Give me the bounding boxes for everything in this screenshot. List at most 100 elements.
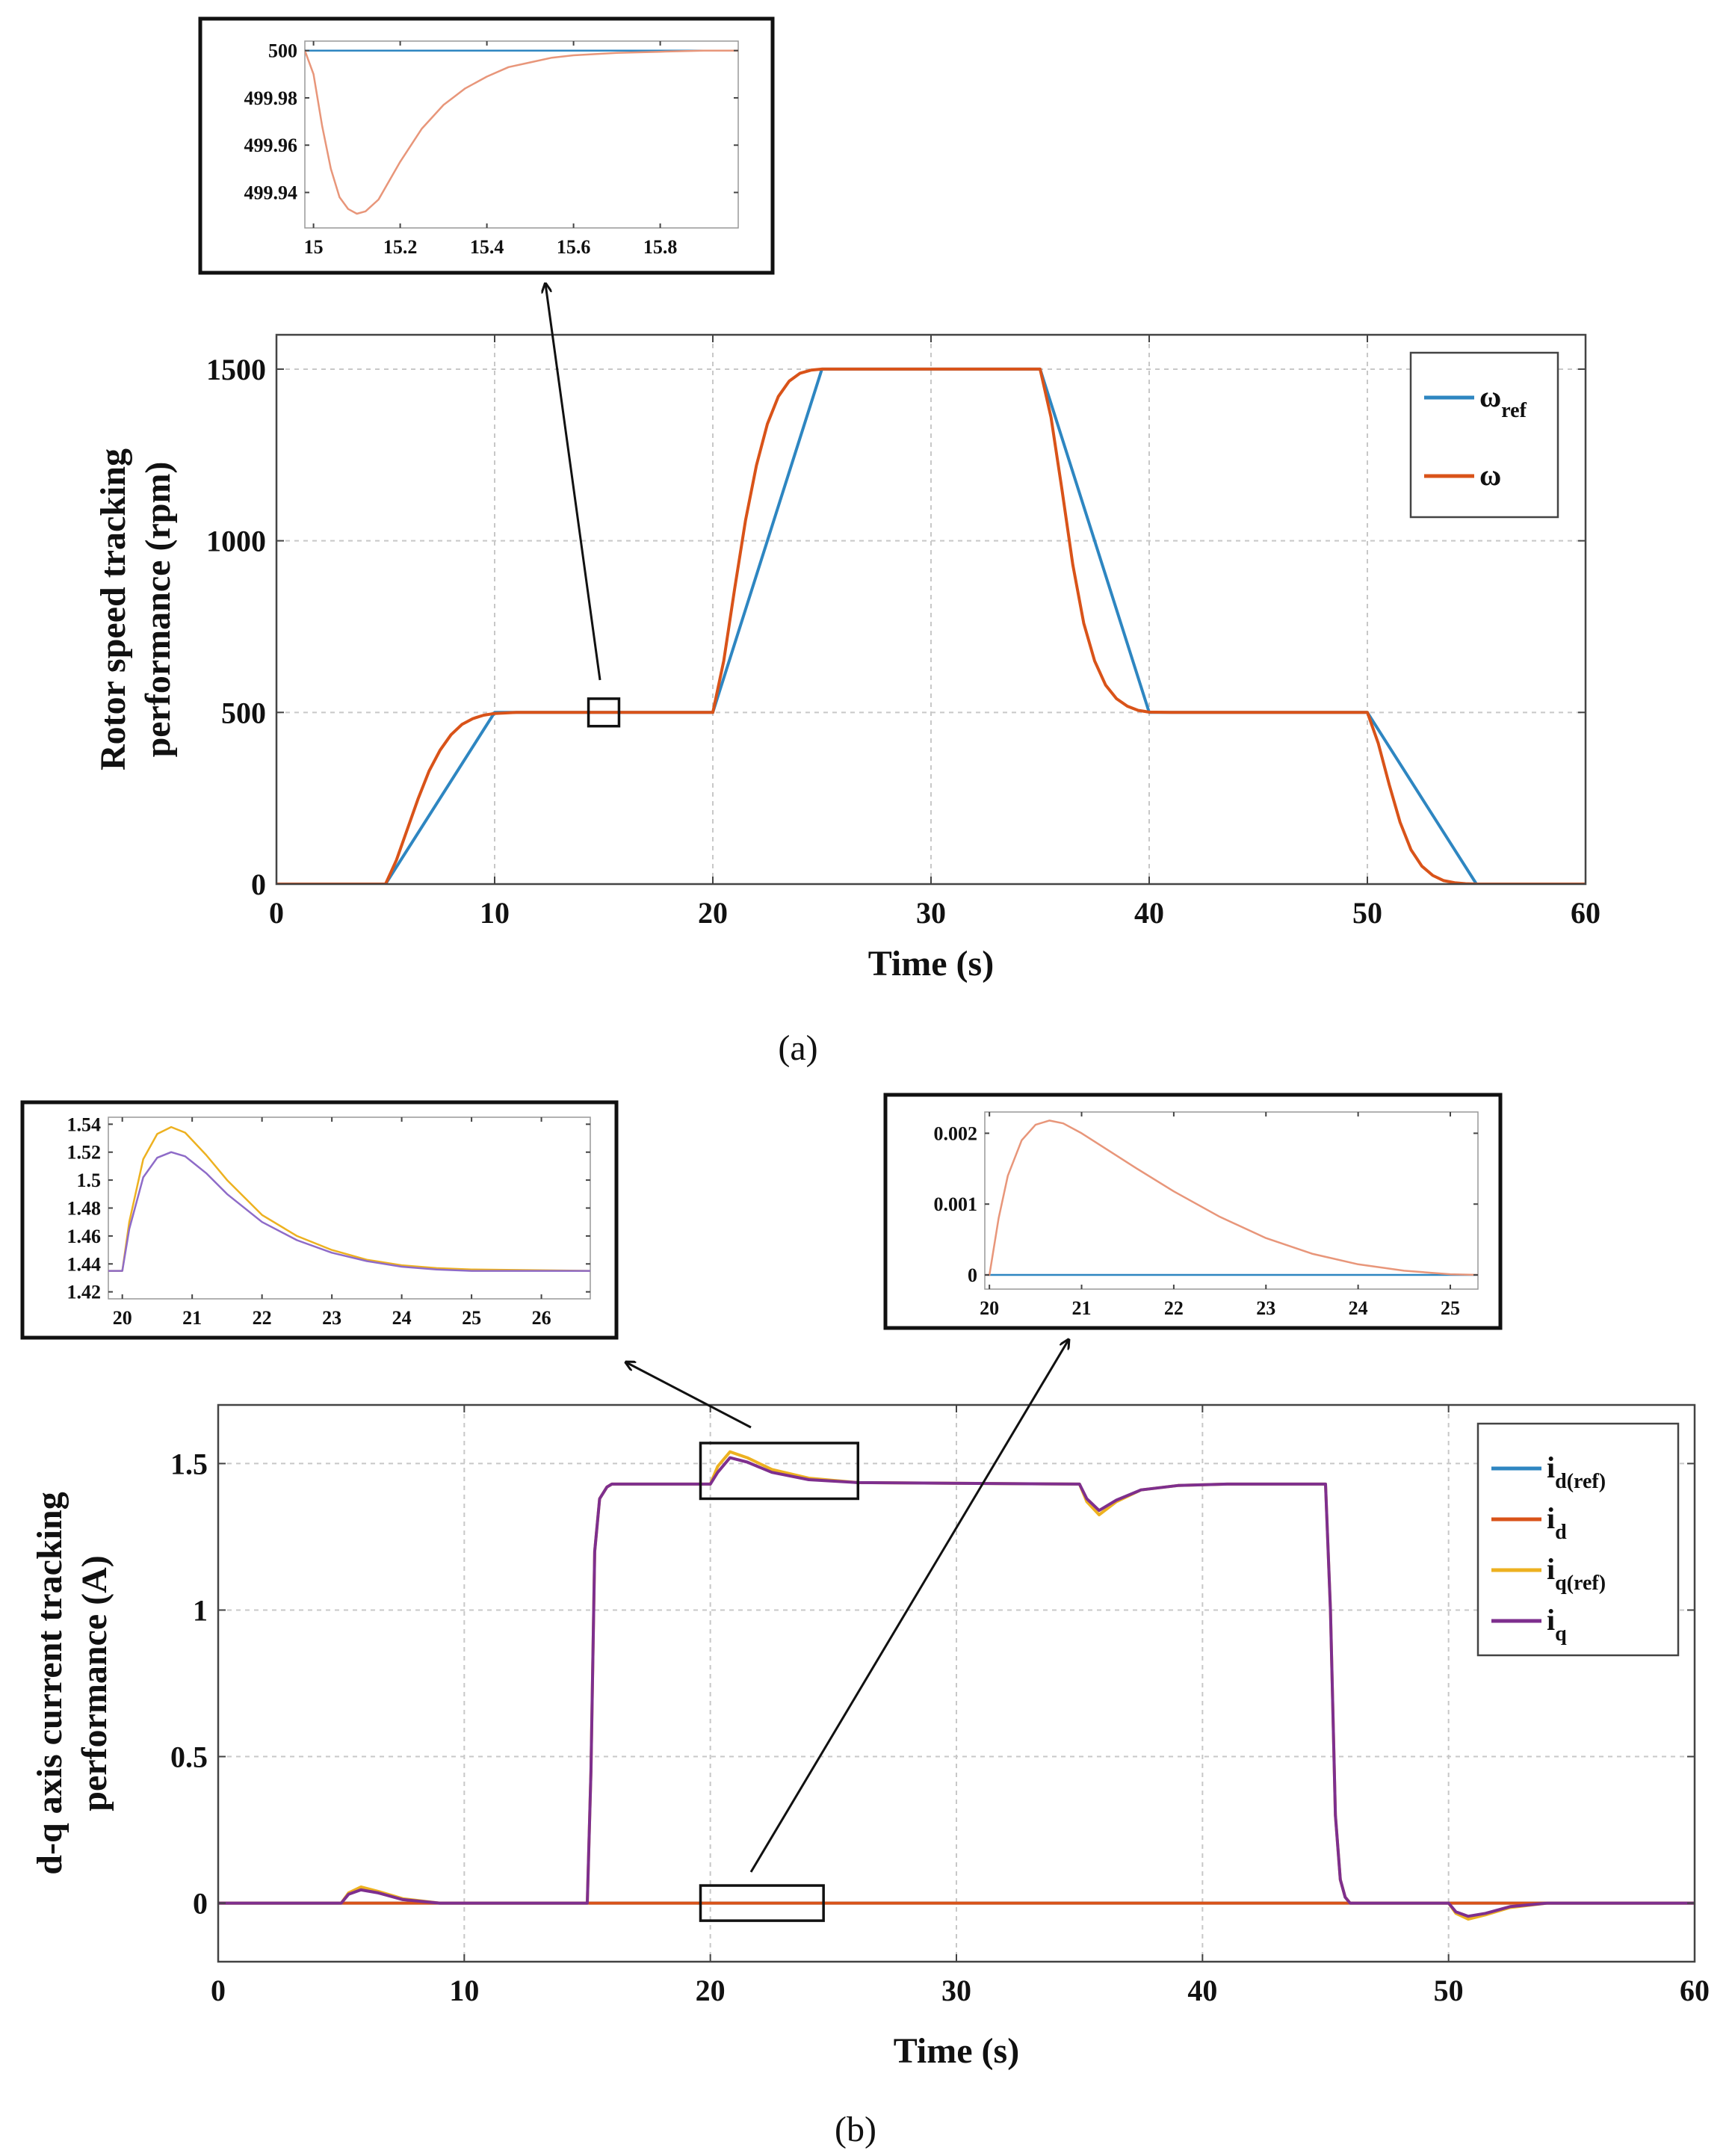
legend-entry-0: ωref	[1479, 380, 1527, 422]
y-tick-label: 1.46	[67, 1226, 102, 1247]
y-axis-label: d-q axis current tracking performance (A)	[30, 1492, 114, 1874]
x-tick-label: 40	[1134, 896, 1164, 930]
x-axis-label: Time (s)	[894, 2031, 1019, 2071]
x-tick-label: 23	[322, 1307, 341, 1329]
series-line-1	[276, 367, 1586, 884]
y-tick-label: 0.5	[170, 1740, 208, 1774]
legend-entry-3: iq	[1547, 1603, 1567, 1646]
y-tick-label: 1500	[206, 353, 266, 386]
zoom-region-box	[587, 697, 621, 728]
zoom-arrow	[545, 284, 601, 681]
inset-plot-area	[984, 1111, 1479, 1290]
series-line-1	[108, 1151, 590, 1272]
main-axes: 0 10 20 30 40 50 60 0 500 1000 1500	[206, 333, 1600, 930]
x-tick-label: 60	[1571, 896, 1600, 930]
legend-symbol: i	[1547, 1552, 1555, 1586]
legend-box	[1409, 351, 1559, 519]
y-tick-label: 0.002	[934, 1122, 978, 1144]
x-tick-label: 30	[941, 1974, 971, 2007]
zoom-inset: 15 15.2 15.4 15.6 15.8 499.94 499.96 499.98 500	[198, 16, 775, 275]
x-tick-label: 10	[480, 896, 510, 930]
x-tick-label: 0	[269, 896, 284, 930]
y-tick-label: 1.42	[67, 1282, 102, 1303]
x-tick-label: 30	[916, 896, 946, 930]
x-tick-label: 25	[1441, 1297, 1460, 1319]
legend-symbol: ω	[1479, 380, 1501, 413]
y-tick-label: 1000	[206, 525, 266, 558]
x-tick-label: 15.2	[383, 236, 418, 258]
x-tick-label: 20	[113, 1307, 132, 1329]
x-tick-label: 20	[696, 1974, 726, 2007]
y-tick-label: 1.52	[67, 1142, 102, 1164]
x-tick-label: 22	[253, 1307, 272, 1329]
legend-entry-0: id(ref)	[1547, 1451, 1606, 1493]
series-line-0	[108, 1125, 590, 1272]
x-tick-label: 24	[392, 1307, 412, 1329]
legend-subscript: q	[1555, 1622, 1567, 1646]
series-line-1	[985, 1119, 1478, 1276]
y-tick-label: 0.001	[934, 1193, 978, 1215]
panel-b-dq-current-chart: 0 10 20 30 40 50 60 0 0.5 1 1.5 Time (s) d-q axis cu…	[20, 1093, 1710, 2149]
series-line-1	[305, 49, 738, 215]
y-tick-label: 0	[193, 1887, 208, 1921]
figure-caption: (a)	[778, 1028, 817, 1068]
inset-plot-area	[304, 40, 739, 229]
legend-box	[1476, 1422, 1680, 1657]
x-tick-label: 21	[1072, 1297, 1092, 1319]
legend-entry-1: id	[1547, 1501, 1567, 1544]
y-axis-label-line: performance (A)	[75, 1555, 114, 1811]
legend-subscript: ref	[1501, 399, 1527, 422]
x-tick-label: 23	[1256, 1297, 1275, 1319]
legend-symbol: i	[1547, 1603, 1555, 1637]
legend-subscript: q(ref)	[1555, 1572, 1606, 1595]
series-line-3	[218, 1456, 1695, 1918]
y-tick-label: 1.5	[170, 1447, 208, 1480]
x-tick-label: 0	[211, 1974, 226, 2007]
zoom-region-box	[699, 1884, 825, 1922]
x-tick-label: 50	[1352, 896, 1382, 930]
panel-a-rotor-speed-chart: 0 10 20 30 40 50 60 0 500 1000 1500 Time (s) Rotor s…	[93, 16, 1600, 1068]
y-tick-label: 1.44	[67, 1253, 102, 1275]
legend-subscript: d(ref)	[1555, 1470, 1606, 1493]
legend-subscript: d	[1555, 1521, 1567, 1544]
x-tick-label: 21	[182, 1307, 202, 1329]
y-tick-label: 1.48	[67, 1198, 102, 1220]
y-tick-label: 500	[268, 40, 297, 62]
x-tick-label: 22	[1164, 1297, 1184, 1319]
y-tick-label: 1	[193, 1593, 208, 1627]
x-tick-label: 15	[304, 236, 324, 258]
y-axis-label-line: performance (rpm)	[138, 462, 178, 758]
legend-symbol: ω	[1479, 458, 1501, 492]
y-tick-label: 500	[221, 696, 266, 729]
legend-symbol: i	[1547, 1501, 1555, 1535]
x-tick-label: 40	[1187, 1974, 1217, 2007]
x-tick-label: 60	[1680, 1974, 1710, 2007]
x-tick-label: 20	[698, 896, 728, 930]
y-tick-label: 499.94	[244, 182, 298, 204]
y-tick-label: 1.5	[77, 1170, 102, 1191]
zoom-arrow	[626, 1362, 752, 1429]
y-tick-label: 499.98	[244, 87, 298, 109]
y-axis-label-line: d-q axis current tracking	[30, 1492, 69, 1874]
zoom-region-box	[699, 1442, 860, 1501]
y-tick-label: 0	[251, 868, 266, 901]
legend-entry-1: ω	[1479, 458, 1501, 492]
x-tick-label: 15.8	[643, 236, 678, 258]
x-tick-label: 15.4	[470, 236, 504, 258]
zoom-inset: 20 21 22 23 24 25 0 0.001 0.002	[883, 1093, 1503, 1330]
x-tick-label: 15.6	[557, 236, 591, 258]
x-tick-label: 20	[980, 1297, 999, 1319]
y-tick-label: 0	[968, 1264, 977, 1286]
zoom-arrow	[749, 1340, 1068, 1873]
legend-symbol: i	[1547, 1451, 1555, 1484]
x-tick-label: 24	[1349, 1297, 1368, 1319]
x-tick-label: 25	[462, 1307, 481, 1329]
inset-plot-area	[108, 1116, 591, 1300]
main-axes: 0 10 20 30 40 50 60 0 0.5 1 1.5	[170, 1403, 1710, 2007]
x-tick-label: 26	[532, 1307, 551, 1329]
y-axis-label-line: Rotor speed tracking	[93, 448, 133, 770]
legend-entry-2: iq(ref)	[1547, 1552, 1606, 1595]
x-tick-label: 50	[1434, 1974, 1464, 2007]
figure-caption: (b)	[835, 2110, 876, 2149]
